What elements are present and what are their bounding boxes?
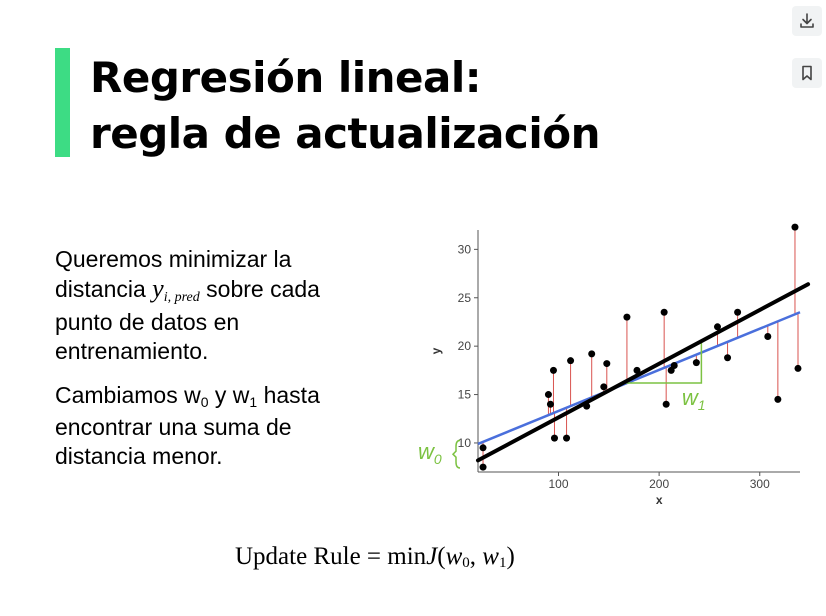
paragraph-update-text-2: y w (208, 382, 250, 408)
slope-triangle (623, 341, 703, 384)
data-point (670, 362, 678, 370)
title-line-2: regla de actualización (90, 109, 600, 158)
y-tick-label: 10 (458, 436, 472, 450)
data-point (794, 364, 802, 372)
y-subscript: i, pred (163, 290, 200, 305)
data-point (563, 434, 571, 442)
w0-subscript: 0 (200, 394, 209, 410)
data-point (623, 313, 631, 321)
data-point (549, 366, 557, 374)
blue-regression-line (477, 311, 801, 446)
data-point (662, 400, 670, 408)
data-point (479, 444, 487, 452)
data-point (603, 360, 611, 368)
formula-min: min (387, 543, 427, 570)
paragraph-update-text-3: hasta encontrar una suma de distancia me… (55, 382, 320, 469)
download-icon (800, 13, 814, 28)
formula-w0: w (445, 543, 463, 570)
data-point (791, 223, 799, 231)
x-tick-label: 100 (548, 477, 568, 491)
data-point (546, 400, 554, 408)
y-axis-label: y (429, 347, 443, 354)
bookmark-icon (802, 65, 812, 81)
data-point (764, 332, 772, 340)
formula-cost-function: J (426, 543, 438, 570)
paragraph-objective-text-2: sobre cada punto de datos en entrenamien… (55, 276, 320, 364)
data-point (692, 359, 700, 367)
w0-annotation: w0 (418, 439, 442, 467)
x-axis-label: x (656, 493, 663, 507)
title-line-1: Regresión lineal: (90, 53, 482, 102)
data-point (774, 395, 782, 403)
data-point (544, 391, 552, 399)
w1-annotation-sub: 1 (698, 397, 706, 413)
bookmark-button[interactable] (792, 58, 822, 88)
y-symbol: y (152, 274, 164, 303)
data-point (550, 434, 558, 442)
data-point (713, 323, 721, 331)
x-tick-label: 200 (649, 477, 669, 491)
update-rule-formula: Update Rule = minJ(w0, w1) (235, 543, 515, 571)
data-point (588, 350, 596, 358)
y-pred-variable: yi, pred (152, 274, 200, 305)
w1-annotation: w1 (682, 385, 706, 413)
paragraph-objective: Queremos minimizar la distancia yi, pred… (55, 245, 375, 366)
data-point (583, 402, 591, 410)
x-tick-label: 300 (750, 477, 770, 491)
data-point (734, 308, 742, 316)
paragraph-update-text-1: Cambiamos w (55, 382, 201, 408)
w1-subscript: 1 (249, 394, 258, 410)
formula-w0-sub: 0 (462, 555, 470, 571)
intercept-bracket (451, 439, 461, 469)
formula-w1-sub: 1 (498, 555, 507, 571)
data-point (479, 463, 487, 471)
black-regression-line (476, 282, 811, 463)
formula-w1: w (482, 543, 499, 570)
y-tick-label: 30 (458, 242, 472, 256)
title-accent-bar (55, 48, 70, 157)
data-point (724, 354, 732, 362)
paragraph-objective-text-1: Queremos minimizar la distancia (55, 246, 292, 302)
data-point (660, 308, 668, 316)
y-tick-label: 25 (458, 291, 472, 305)
data-point (600, 383, 608, 391)
y-tick-label: 20 (458, 339, 472, 353)
y-tick-label: 15 (458, 388, 472, 402)
w0-annotation-sub: 0 (434, 451, 442, 467)
data-point (567, 357, 575, 365)
formula-lhs: Update Rule = (235, 543, 382, 570)
paragraph-update: Cambiamos w0 y w1 hasta encontrar una su… (55, 381, 335, 471)
page-title: Regresión lineal: regla de actualización (90, 50, 600, 162)
download-button[interactable] (792, 6, 822, 36)
data-point (633, 366, 641, 374)
